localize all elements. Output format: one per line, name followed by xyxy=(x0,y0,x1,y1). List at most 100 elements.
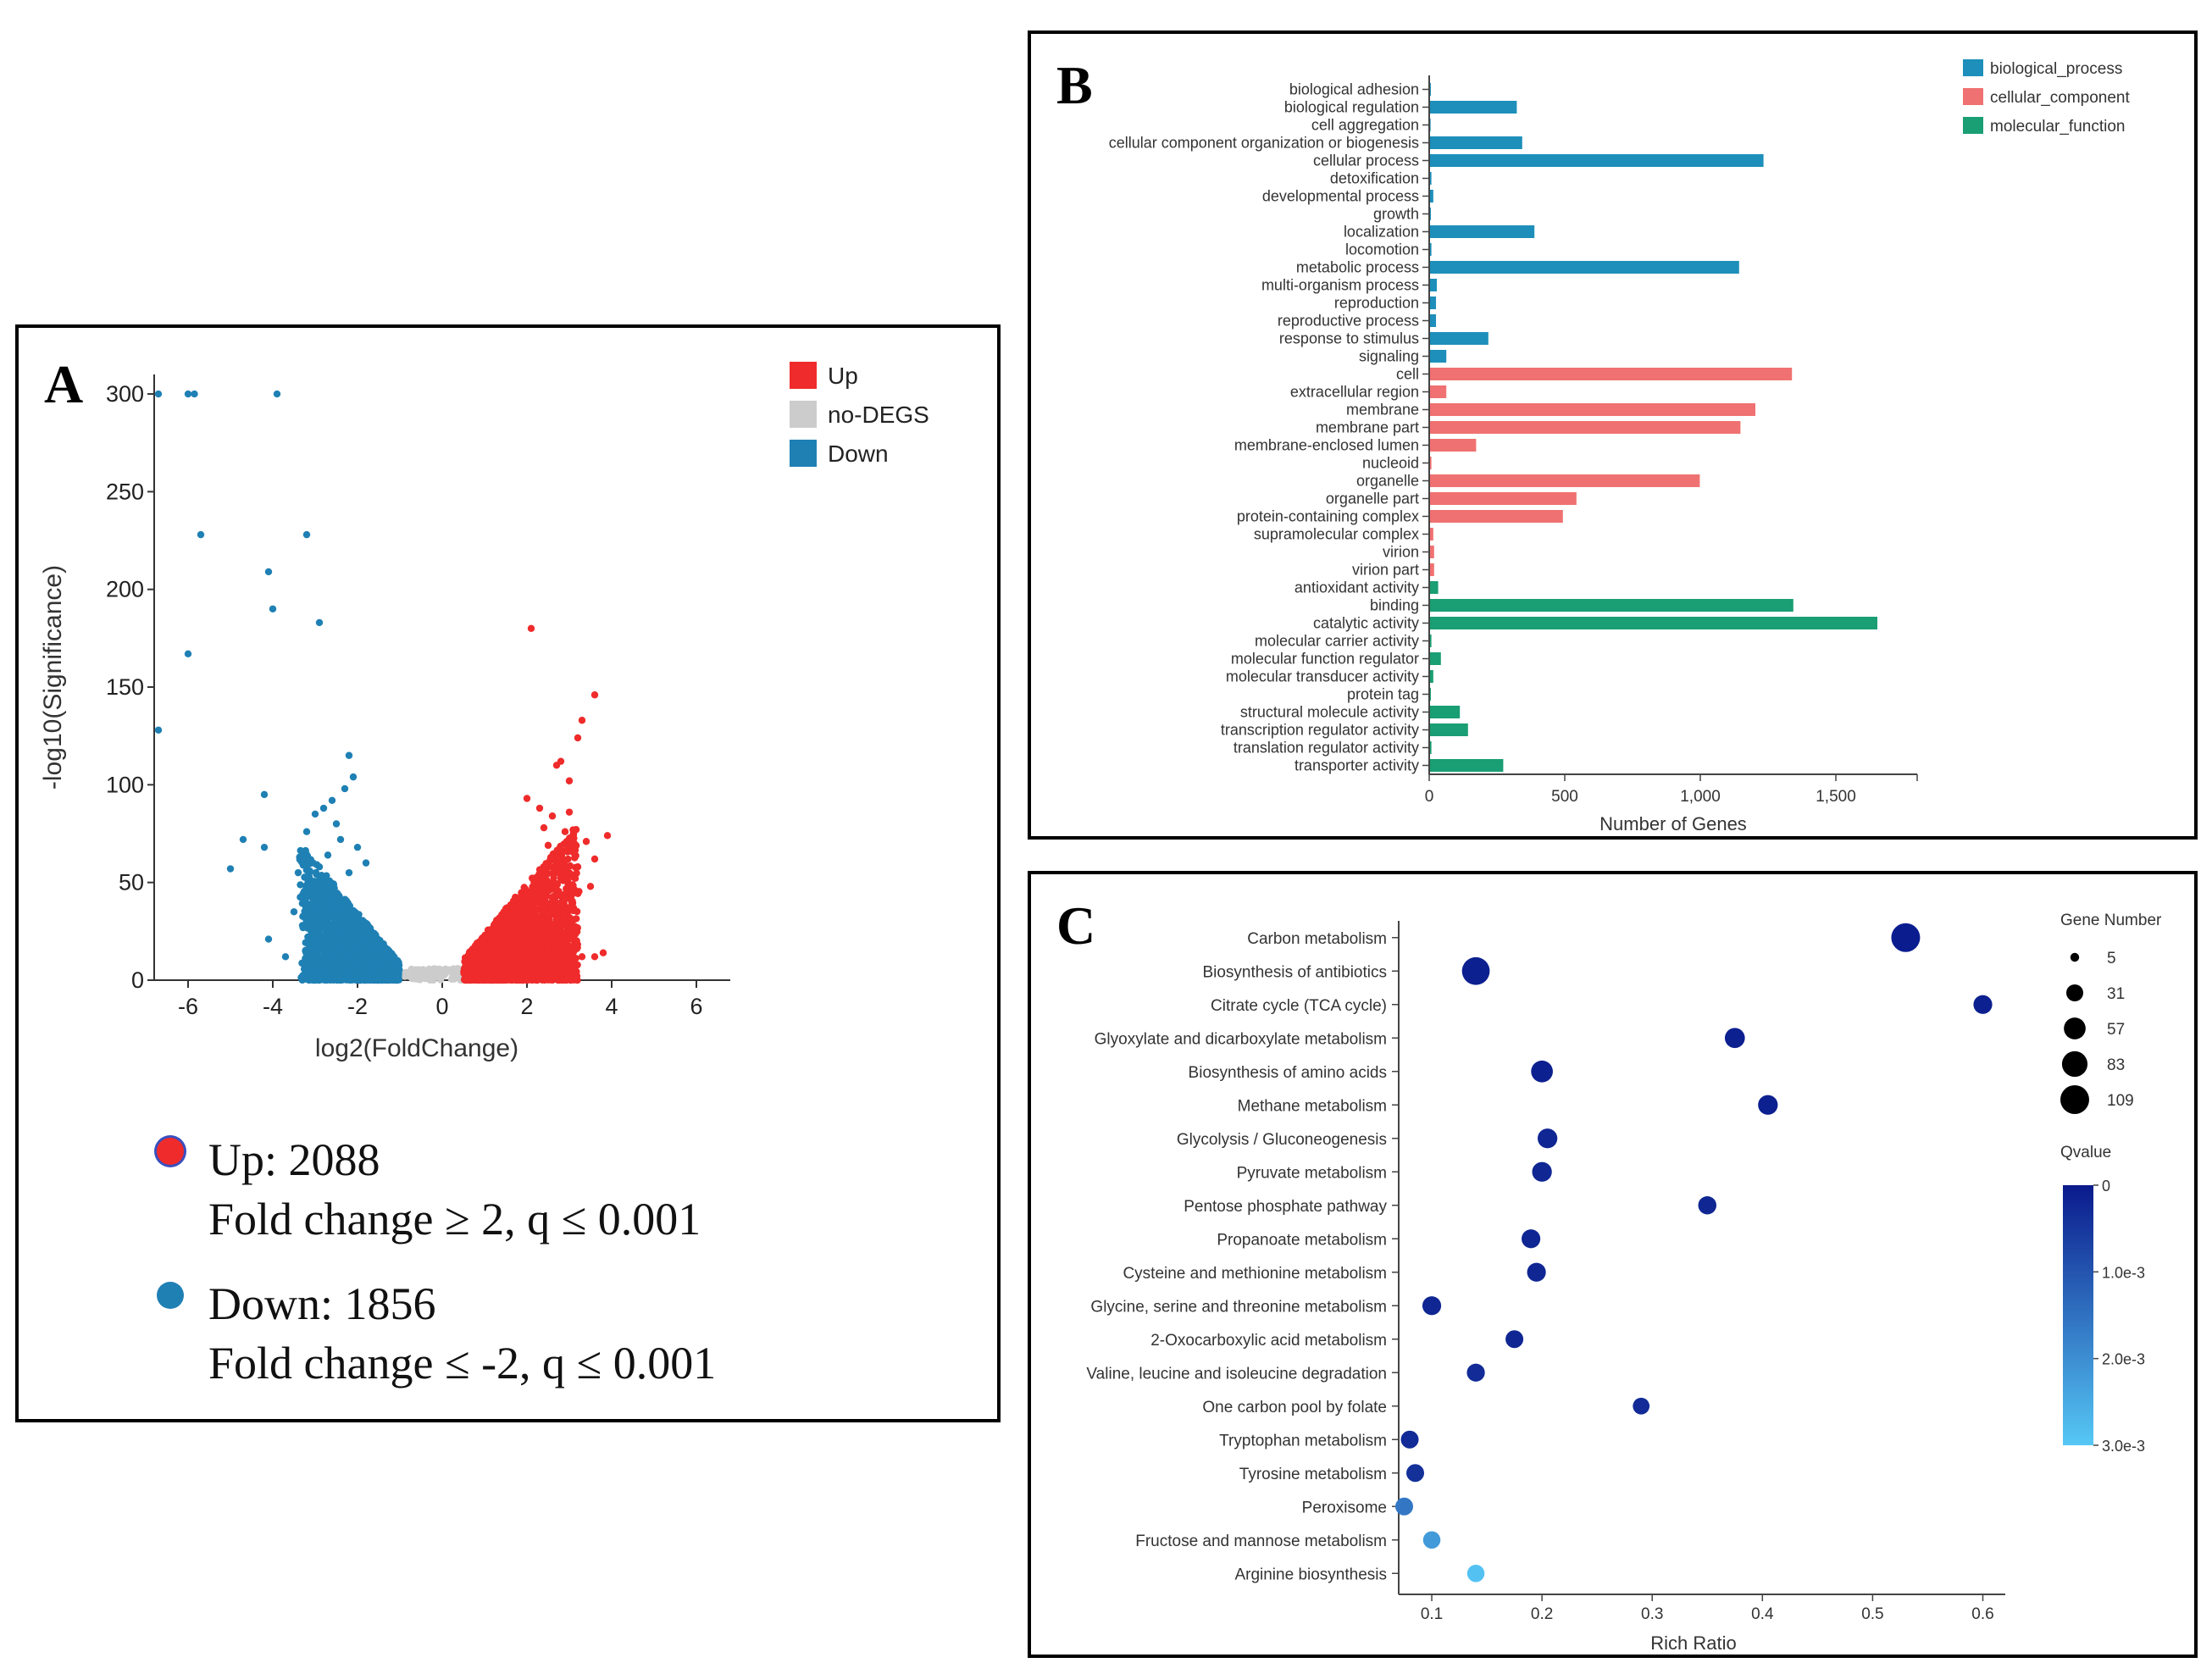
x-tick-label: 0 xyxy=(1425,788,1434,806)
down-point xyxy=(343,947,351,955)
down-point xyxy=(324,967,333,974)
pathway-label: One carbon pool by folate xyxy=(1202,1399,1387,1416)
pathway-bubble xyxy=(1531,1060,1553,1083)
pathway-bubble xyxy=(1698,1196,1717,1215)
category-label: cell xyxy=(1396,366,1419,383)
up-point xyxy=(534,913,541,921)
up-point xyxy=(496,928,504,937)
down-outlier-point xyxy=(226,865,235,873)
up-outlier-point xyxy=(552,853,561,861)
category-label: multi-organism process xyxy=(1261,277,1419,294)
pathway-label: Methane metabolism xyxy=(1238,1097,1387,1115)
go-bar xyxy=(1430,474,1700,487)
go-bar xyxy=(1430,225,1535,238)
size-legend-dot xyxy=(2061,1050,2088,1078)
up-point xyxy=(563,874,571,882)
up-point xyxy=(574,890,582,898)
size-legend-dot xyxy=(2060,1085,2089,1114)
up-point xyxy=(564,905,572,912)
down-outlier-point xyxy=(260,790,269,799)
down-point xyxy=(305,868,313,876)
up-point xyxy=(568,976,576,984)
go-bar xyxy=(1430,208,1431,220)
y-tick-label: 50 xyxy=(119,870,144,895)
pathway-label: Carbon metabolism xyxy=(1247,930,1387,948)
go-bar xyxy=(1430,279,1437,291)
y-tick-label: 0 xyxy=(131,967,144,993)
down-outlier-point xyxy=(269,605,277,613)
pathway-bubble xyxy=(1633,1397,1650,1415)
up-point xyxy=(524,923,531,930)
pathway-bubble xyxy=(1406,1464,1425,1483)
y-tick-label: 100 xyxy=(106,772,144,797)
down-point xyxy=(302,862,310,870)
up-point xyxy=(545,970,553,978)
go-bar xyxy=(1430,368,1793,380)
pathway-label: Glycolysis / Gluconeogenesis xyxy=(1177,1131,1387,1149)
pathway-bubble xyxy=(1395,1497,1414,1516)
down-point xyxy=(358,934,366,942)
up-point xyxy=(542,948,550,956)
panel-a-volcano: A 0 50 100 150 200 250 300 -6 -4 -2 0 2 4 6 log2(FoldC… xyxy=(15,324,1001,1422)
go-bar xyxy=(1430,154,1764,167)
down-outlier-point xyxy=(290,908,298,916)
up-outlier-point xyxy=(548,812,557,820)
legend-label-no-degs: no-DEGS xyxy=(828,402,929,428)
up-point xyxy=(513,910,522,917)
down-outlier-point xyxy=(264,935,273,943)
up-point xyxy=(524,935,533,943)
legend-label-molecular_function: molecular_function xyxy=(1990,118,2125,136)
up-point xyxy=(468,976,475,984)
panel-b-go-bar: B biological adhesion biological regulati… xyxy=(1028,30,2198,840)
down-point xyxy=(297,893,304,901)
category-label: protein-containing complex xyxy=(1237,508,1419,525)
up-point xyxy=(546,911,553,918)
up-point xyxy=(568,881,576,889)
down-point xyxy=(308,903,317,912)
up-point xyxy=(558,864,567,872)
down-outlier-point xyxy=(307,889,315,896)
down-point xyxy=(354,919,363,927)
pathway-bubble xyxy=(1724,1028,1745,1049)
up-point xyxy=(554,933,563,940)
up-point xyxy=(509,901,518,909)
up-point xyxy=(551,946,558,954)
category-label: molecular function regulator xyxy=(1231,651,1419,668)
colorbar-tick-label: 0 xyxy=(2102,1178,2110,1195)
up-point xyxy=(529,965,538,973)
down-point xyxy=(389,973,396,980)
down-point xyxy=(328,909,335,917)
down-outlier-point xyxy=(302,828,311,835)
up-point xyxy=(563,934,571,941)
up-point xyxy=(549,961,557,969)
down-outlier-point xyxy=(191,390,198,398)
up-point xyxy=(533,941,541,950)
down-point xyxy=(319,879,327,887)
go-bar xyxy=(1430,350,1447,363)
pathway-label: Tyrosine metabolism xyxy=(1239,1466,1387,1483)
down-outlier-point xyxy=(353,843,362,851)
x-tick-label: -6 xyxy=(178,994,198,1019)
up-point xyxy=(518,950,526,957)
go-bar xyxy=(1430,297,1437,309)
category-label: developmental process xyxy=(1262,188,1419,205)
down-point xyxy=(307,936,315,944)
panel-c-kegg-bubble: C Carbon metabolism Biosynthesis of antib… xyxy=(1028,871,2198,1658)
down-outlier-point xyxy=(264,568,273,576)
down-point xyxy=(368,939,376,947)
pathway-bubble xyxy=(1466,1564,1485,1583)
up-point xyxy=(573,915,580,923)
category-label: nucleoid xyxy=(1362,455,1419,472)
up-point xyxy=(487,926,495,934)
up-outlier-point xyxy=(561,828,569,835)
up-point xyxy=(552,886,561,894)
panel-b-letter: B xyxy=(1056,55,1093,115)
down-point xyxy=(335,951,343,959)
pathway-label: Biosynthesis of amino acids xyxy=(1189,1064,1387,1082)
category-label: translation regulator activity xyxy=(1234,740,1419,757)
down-outlier-point xyxy=(345,868,353,877)
up-point xyxy=(522,908,530,916)
down-point xyxy=(320,948,328,956)
up-point xyxy=(571,874,579,883)
down-outlier-point xyxy=(349,773,358,781)
